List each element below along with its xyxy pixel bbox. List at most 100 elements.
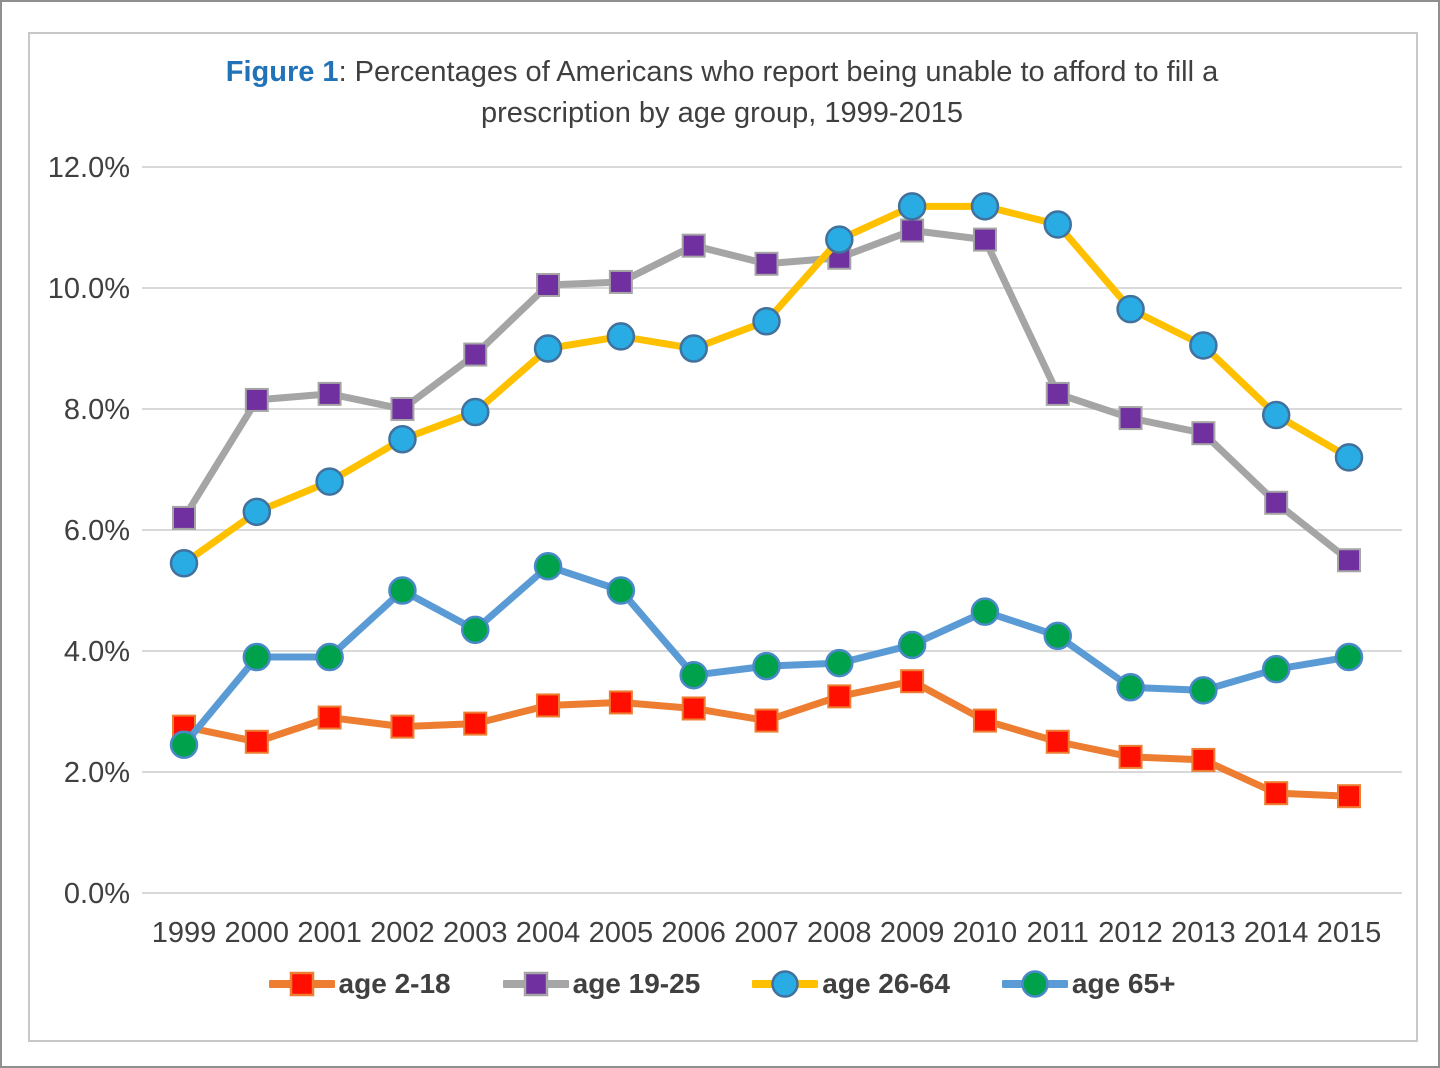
- figure-label: Figure 1: [225, 56, 339, 88]
- x-tick-label: 2011: [1027, 917, 1089, 949]
- x-tick-label: 2014: [1244, 917, 1309, 949]
- data-marker: [681, 233, 706, 258]
- data-marker: [242, 497, 272, 527]
- data-marker: [1118, 744, 1143, 769]
- data-marker: [608, 690, 633, 715]
- x-tick-label: 2012: [1098, 917, 1163, 949]
- legend-swatch-age-2-18: [268, 971, 335, 997]
- legend-item-age-19-25: age 19-25: [502, 968, 701, 1000]
- data-marker: [461, 397, 490, 427]
- y-tick-label: 4.0%: [64, 636, 130, 668]
- data-marker: [463, 711, 488, 736]
- data-marker: [536, 693, 561, 718]
- data-marker: [1337, 548, 1361, 573]
- y-tick-label: 8.0%: [64, 394, 130, 426]
- data-marker: [1261, 654, 1291, 684]
- data-marker: [390, 714, 415, 739]
- y-tick-label: 0.0%: [64, 878, 130, 910]
- x-tick-label: 2009: [880, 917, 945, 949]
- data-marker: [463, 342, 488, 367]
- series-line-age-2-18: [180, 677, 1353, 800]
- chart-title-line2: prescription by age group, 1999-2015: [480, 97, 964, 129]
- data-marker: [679, 334, 708, 363]
- data-marker: [897, 630, 927, 660]
- x-tick-label: 1999: [152, 917, 217, 949]
- data-marker: [388, 576, 417, 605]
- x-tick-label: 2013: [1171, 917, 1236, 949]
- data-marker: [244, 387, 269, 412]
- data-marker: [1045, 381, 1070, 406]
- data-marker: [970, 597, 1000, 626]
- chart-title-line1: : Percentages of Americans who report be…: [338, 56, 1219, 88]
- data-marker: [533, 334, 563, 363]
- data-marker: [1189, 331, 1218, 360]
- data-marker: [388, 425, 417, 454]
- legend-label: age 2-18: [338, 968, 451, 999]
- data-marker: [752, 307, 781, 336]
- chart-title: Figure 1: Percentages of Americans who r…: [2, 52, 1438, 134]
- data-marker: [972, 708, 997, 733]
- circle-marker-icon: [771, 970, 800, 998]
- x-tick-label: 2000: [225, 917, 290, 949]
- data-marker: [1118, 406, 1143, 431]
- legend-swatch-age-19-25: [502, 971, 569, 997]
- data-marker: [317, 381, 342, 406]
- data-marker: [606, 576, 636, 605]
- data-marker: [1334, 642, 1364, 672]
- x-tick-label: 2005: [589, 917, 654, 949]
- data-marker: [970, 192, 1000, 221]
- data-marker: [172, 505, 196, 530]
- legend-label: age 65+: [1071, 968, 1176, 999]
- x-tick-label: 2006: [661, 917, 726, 949]
- data-marker: [242, 642, 272, 672]
- data-marker: [825, 648, 854, 678]
- y-tick-label: 6.0%: [64, 515, 130, 547]
- data-marker: [1261, 400, 1291, 430]
- data-marker: [754, 708, 779, 733]
- x-tick-label: 2001: [297, 917, 362, 949]
- data-marker: [1264, 490, 1289, 515]
- x-tick-label: 2003: [443, 917, 508, 949]
- legend-swatch-age-65-: [1001, 970, 1068, 998]
- data-marker: [752, 651, 781, 681]
- data-marker: [827, 684, 852, 709]
- data-marker: [533, 552, 563, 581]
- data-marker: [900, 218, 925, 243]
- data-marker: [608, 269, 633, 294]
- data-marker: [1043, 621, 1072, 651]
- data-marker: [317, 705, 342, 730]
- legend-label: age 19-25: [572, 968, 701, 999]
- y-tick-label: 12.0%: [48, 152, 130, 184]
- figure-border-box: [28, 32, 1418, 1042]
- data-marker: [754, 251, 779, 276]
- data-marker: [169, 730, 199, 760]
- data-marker: [897, 192, 927, 221]
- x-tick-label: 2008: [807, 917, 872, 949]
- data-marker: [315, 642, 344, 672]
- circle-marker-icon: [1021, 970, 1049, 998]
- data-marker: [536, 272, 561, 297]
- data-marker: [244, 729, 269, 754]
- data-marker: [1191, 421, 1216, 446]
- data-marker: [900, 669, 925, 694]
- series-line-age-19-25: [180, 227, 1353, 564]
- x-tick-label: 2010: [953, 917, 1018, 949]
- data-marker: [1191, 747, 1216, 772]
- legend-label: age 26-64: [822, 968, 950, 999]
- data-marker: [1189, 676, 1218, 705]
- data-marker: [681, 696, 706, 721]
- square-marker-icon: [523, 971, 548, 997]
- x-tick-label: 2007: [734, 917, 799, 949]
- legend-item-age-2-18: age 2-18: [268, 968, 451, 1000]
- legend-item-age-65-: age 65+: [1001, 968, 1176, 1000]
- data-marker: [972, 227, 997, 252]
- data-marker: [1337, 784, 1361, 809]
- x-tick-label: 2015: [1317, 917, 1382, 949]
- data-marker: [825, 225, 854, 254]
- legend-swatch-age-26-64: [752, 970, 819, 998]
- data-marker: [1043, 210, 1072, 239]
- data-marker: [315, 467, 344, 496]
- legend-item-age-26-64: age 26-64: [752, 968, 950, 1000]
